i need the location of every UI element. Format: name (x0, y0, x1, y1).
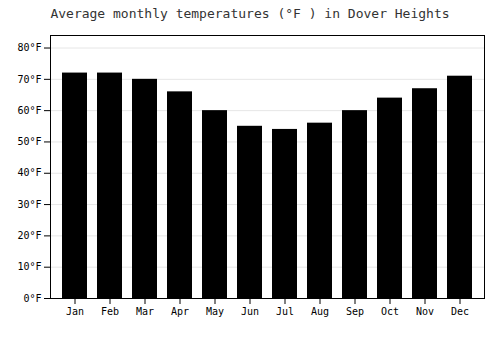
svg-text:Nov: Nov (416, 306, 434, 317)
svg-text:10°F: 10°F (17, 261, 41, 272)
svg-text:Jun: Jun (241, 306, 259, 317)
svg-text:Dec: Dec (451, 306, 469, 317)
svg-text:Aug: Aug (311, 306, 329, 317)
svg-text:50°F: 50°F (17, 136, 41, 147)
svg-text:60°F: 60°F (17, 105, 41, 116)
svg-text:40°F: 40°F (17, 167, 41, 178)
svg-text:May: May (206, 306, 224, 317)
html-text:Average monthly temperatures (: Average monthly temperatures (°F ) in Do… (50, 6, 450, 21)
svg-text:70°F: 70°F (17, 74, 41, 85)
svg-text:Oct: Oct (381, 306, 399, 317)
svg-text:80°F: 80°F (17, 42, 41, 53)
svg-text:30°F: 30°F (17, 199, 41, 210)
svg-text:Jan: Jan (66, 306, 84, 317)
svg-text:20°F: 20°F (17, 230, 41, 241)
svg-text:Jul: Jul (276, 306, 294, 317)
svg-text:0°F: 0°F (23, 293, 41, 304)
svg-text:Mar: Mar (136, 306, 154, 317)
svg-text:Sep: Sep (346, 306, 364, 317)
svg-text:Apr: Apr (171, 306, 189, 317)
svg-text:Feb: Feb (101, 306, 119, 317)
